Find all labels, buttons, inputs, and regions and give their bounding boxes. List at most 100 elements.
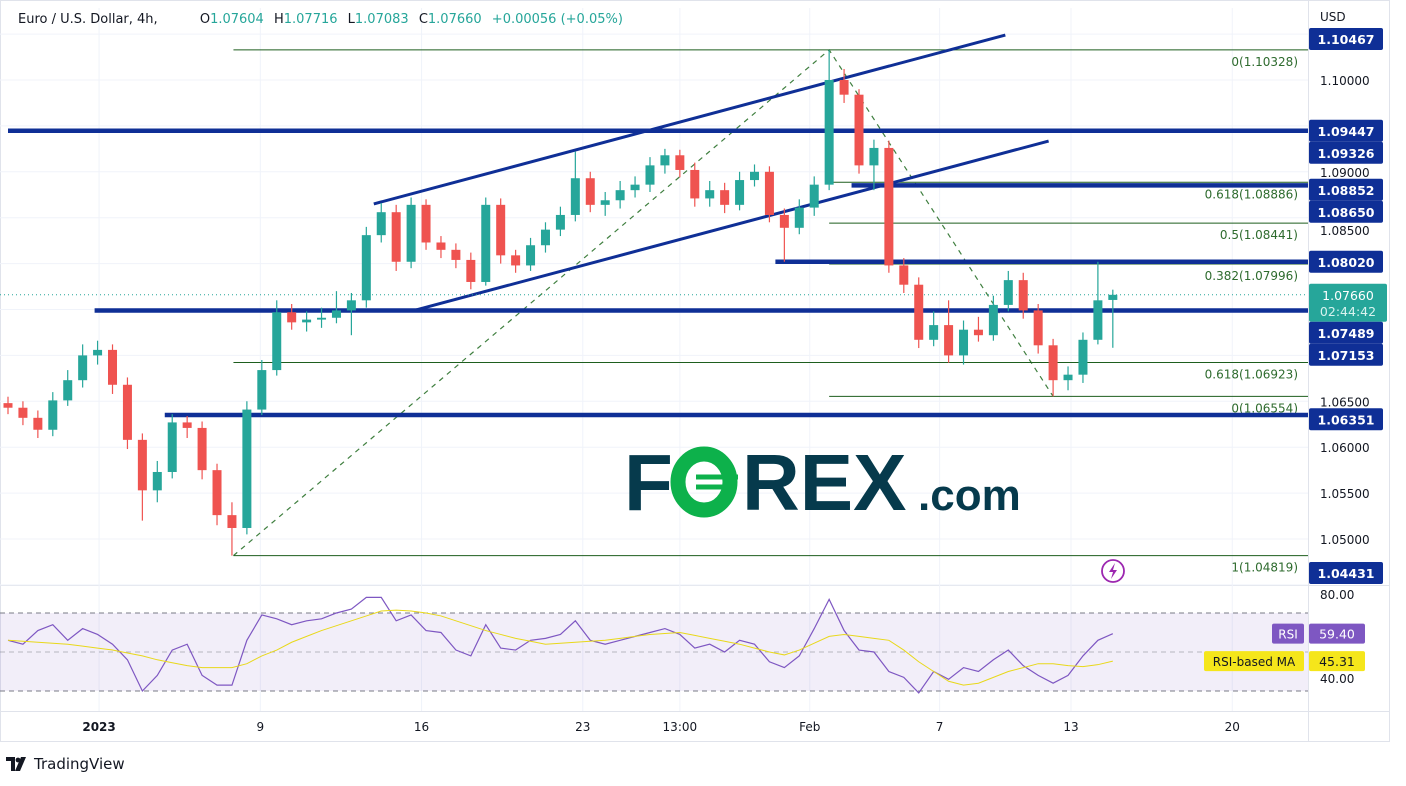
tradingview-label: TradingView bbox=[34, 755, 125, 773]
level-price-badge-bg bbox=[1309, 408, 1383, 431]
candle-body bbox=[93, 349, 103, 356]
channel-trend-line bbox=[373, 33, 1006, 206]
time-axis-label: 2023 bbox=[82, 720, 115, 734]
change-value: +0.00056 (+0.05%) bbox=[491, 12, 623, 27]
time-axis-label: 13:00 bbox=[663, 720, 698, 734]
rsi-value-badge: 59.40 bbox=[1319, 627, 1355, 642]
currency-label[interactable]: USD bbox=[1320, 10, 1346, 24]
logo-currency-mark-icon bbox=[696, 474, 738, 490]
level-price-badge: 1.08020 bbox=[1318, 255, 1375, 270]
candle-body bbox=[585, 178, 595, 205]
high-value: 1.07716 bbox=[283, 12, 338, 27]
symbol-title[interactable]: Euro / U.S. Dollar, 4h, bbox=[18, 12, 158, 27]
fib-level-label: 0.5(1.08441) bbox=[1220, 228, 1298, 242]
fib-level-label: 0(1.06554) bbox=[1231, 401, 1298, 415]
candle-body bbox=[33, 417, 43, 430]
candle-body bbox=[824, 80, 834, 185]
time-axis-label: 20 bbox=[1225, 720, 1240, 734]
bar-countdown: 02:44:42 bbox=[1320, 304, 1376, 319]
logo-o-icon bbox=[670, 446, 738, 518]
candle-body bbox=[346, 300, 356, 311]
tradingview-logo[interactable]: TradingView bbox=[6, 755, 125, 773]
candle-body bbox=[451, 249, 461, 260]
candle-body bbox=[1108, 294, 1118, 300]
candle-body bbox=[182, 422, 192, 428]
candle-body bbox=[1048, 345, 1058, 381]
candle-body bbox=[988, 304, 998, 336]
rsi-ma-line bbox=[7, 609, 1113, 686]
axis-price-badge-bg bbox=[1309, 562, 1383, 584]
fib-level-label: 0(1.10328) bbox=[1231, 55, 1298, 69]
time-axis-label: 23 bbox=[575, 720, 590, 734]
axis-price-badge: 1.07153 bbox=[1318, 348, 1375, 363]
level-price-badge-bg bbox=[1309, 321, 1383, 344]
rsi-value-badge-bg bbox=[1309, 623, 1365, 644]
axis-price-badge-bg bbox=[1309, 343, 1383, 366]
low-label: L bbox=[347, 12, 355, 27]
candle-body bbox=[18, 407, 28, 418]
candle-body bbox=[48, 400, 58, 430]
forex-logo-watermark: F REX .com bbox=[624, 438, 1021, 527]
price-axis-label: 1.05000 bbox=[1320, 533, 1370, 547]
rsi-ma-name-badge: RSI-based MA bbox=[1213, 655, 1296, 669]
candle-body bbox=[973, 329, 983, 336]
axis-price-badge-bg bbox=[1309, 200, 1383, 223]
candle-body bbox=[929, 325, 939, 340]
time-axis-label: 16 bbox=[414, 720, 429, 734]
candle-body bbox=[108, 349, 118, 385]
axis-price-badge: 1.09326 bbox=[1318, 146, 1375, 161]
tradingview-icon bbox=[6, 757, 26, 771]
level-price-badge-bg bbox=[1309, 178, 1383, 201]
ohlc-values: O1.07604 H1.07716 L1.07083 C1.07660 +0.0… bbox=[200, 12, 629, 27]
candle-body bbox=[227, 515, 237, 528]
channel-trend-line bbox=[415, 139, 1050, 312]
rsi-line bbox=[7, 596, 1114, 694]
logo-domain: .com bbox=[918, 471, 1021, 520]
rsi-axis-label: 80.00 bbox=[1320, 588, 1354, 602]
candle-body bbox=[735, 180, 745, 205]
candle-body bbox=[197, 427, 207, 471]
candle-body bbox=[914, 284, 924, 340]
candle-body bbox=[302, 319, 312, 323]
candle-body bbox=[1093, 300, 1103, 340]
candle-body bbox=[959, 329, 969, 356]
candle-body bbox=[570, 178, 580, 215]
candle-body bbox=[466, 259, 476, 282]
time-axis-label: 9 bbox=[256, 720, 264, 734]
axis-price-badge-bg bbox=[1309, 28, 1383, 50]
logo-letters: REX bbox=[742, 438, 907, 527]
close-value: 1.07660 bbox=[427, 12, 482, 27]
candle-body bbox=[779, 214, 789, 228]
candle-body bbox=[406, 204, 416, 262]
rsi-name-badge: RSI bbox=[1278, 628, 1298, 642]
fib-level-label: 0.382(1.07996) bbox=[1205, 269, 1298, 283]
open-value: 1.07604 bbox=[210, 12, 264, 27]
candle-body bbox=[63, 380, 73, 401]
price-axis-label: 1.09000 bbox=[1320, 166, 1370, 180]
time-axis-label: 7 bbox=[936, 720, 944, 734]
candle-body bbox=[720, 190, 730, 205]
axis-price-badge: 1.04431 bbox=[1318, 566, 1375, 581]
candle-body bbox=[690, 169, 700, 199]
candle-body bbox=[3, 403, 13, 408]
candle-body bbox=[600, 200, 610, 205]
candle-body bbox=[809, 184, 819, 208]
rsi-ma-value-badge-bg bbox=[1309, 651, 1365, 672]
level-price-badge-bg bbox=[1309, 250, 1383, 273]
candle-body bbox=[212, 470, 222, 516]
candle-body bbox=[137, 439, 147, 491]
candle-body bbox=[794, 207, 804, 228]
candle-body bbox=[630, 184, 640, 191]
candle-body bbox=[645, 165, 655, 185]
rsi-ma-value-badge: 45.31 bbox=[1319, 654, 1355, 669]
axis-price-badge: 1.08650 bbox=[1318, 205, 1375, 220]
candle-body bbox=[540, 229, 550, 246]
price-axis-border bbox=[1308, 0, 1309, 742]
time-axis-border bbox=[0, 711, 1390, 712]
candle-body bbox=[481, 204, 491, 282]
level-price-badge: 1.07489 bbox=[1318, 326, 1375, 341]
fib-level-label: 0.618(1.06923) bbox=[1205, 367, 1298, 381]
price-axis-label: 1.05500 bbox=[1320, 487, 1370, 501]
candle-body bbox=[660, 155, 670, 166]
